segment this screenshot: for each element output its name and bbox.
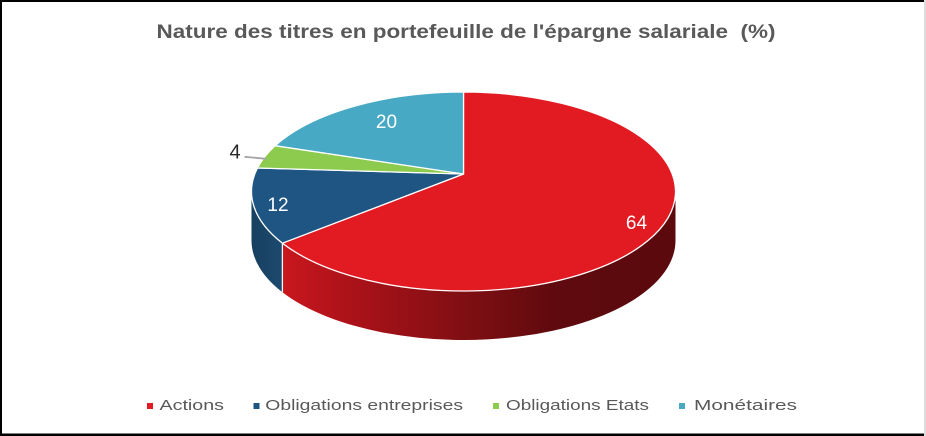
svg-text:4: 4 bbox=[229, 142, 240, 164]
svg-text:Monétaires: Monétaires bbox=[694, 398, 797, 414]
svg-text:12: 12 bbox=[267, 195, 288, 216]
svg-text:64: 64 bbox=[626, 213, 648, 234]
svg-text:Nature des titres en portefeui: Nature des titres en portefeuille de l'é… bbox=[157, 21, 776, 43]
svg-text:Obligations Etats: Obligations Etats bbox=[506, 398, 649, 414]
svg-text:Actions: Actions bbox=[160, 398, 225, 414]
svg-text:20: 20 bbox=[376, 112, 397, 133]
svg-text:Obligations entreprises: Obligations entreprises bbox=[265, 398, 463, 414]
